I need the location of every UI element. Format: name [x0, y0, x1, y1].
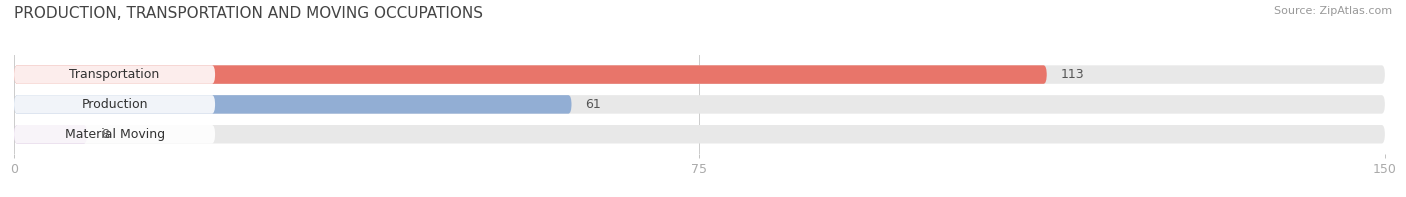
Text: Material Moving: Material Moving	[65, 128, 165, 141]
FancyBboxPatch shape	[14, 95, 1385, 114]
FancyBboxPatch shape	[14, 125, 215, 143]
FancyBboxPatch shape	[14, 65, 215, 84]
FancyBboxPatch shape	[14, 95, 215, 114]
FancyBboxPatch shape	[14, 65, 1046, 84]
Text: Transportation: Transportation	[69, 68, 160, 81]
FancyBboxPatch shape	[14, 125, 87, 143]
Text: 113: 113	[1060, 68, 1084, 81]
FancyBboxPatch shape	[14, 65, 1385, 84]
Text: 8: 8	[101, 128, 108, 141]
FancyBboxPatch shape	[14, 125, 1385, 143]
Text: Production: Production	[82, 98, 148, 111]
FancyBboxPatch shape	[14, 95, 571, 114]
Text: 61: 61	[585, 98, 600, 111]
Text: PRODUCTION, TRANSPORTATION AND MOVING OCCUPATIONS: PRODUCTION, TRANSPORTATION AND MOVING OC…	[14, 6, 484, 21]
Text: Source: ZipAtlas.com: Source: ZipAtlas.com	[1274, 6, 1392, 16]
